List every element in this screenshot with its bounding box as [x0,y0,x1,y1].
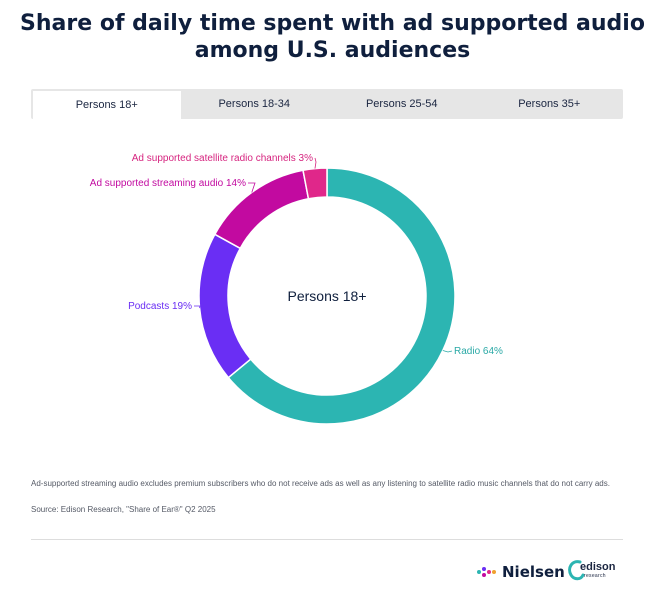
slice-satellite-radio[interactable] [302,167,328,200]
donut-chart: Radio 64% Podcasts 19% Ad supported stream… [90,153,503,425]
leader-line-podcasts [194,305,201,309]
tab-persons-25-54[interactable]: Persons 25-54 [365,98,438,110]
data-label-podcasts: Podcasts 19% [128,301,192,312]
data-label-satellite-radio: Ad supported satellite radio channels 3% [132,153,313,164]
slice-radio[interactable] [227,167,456,425]
divider [31,539,623,540]
chart-title: Share of daily time spent with ad suppor… [20,11,645,63]
tab-persons-35-plus[interactable]: Persons 35+ [518,98,581,110]
leader-line-satellite-radio [314,157,317,169]
center-label: Persons 18+ [288,288,367,304]
edison-swirl-icon [568,560,585,581]
tab-persons-18-plus[interactable]: Persons 18+ [33,91,181,119]
slice-podcasts[interactable] [198,233,252,379]
source-note: Source: Edison Research, "Share of Ear®"… [31,505,216,514]
leader-line-radio [442,350,453,353]
audience-tabs: Persons 18+ Persons 18-34 Persons 25-54 … [31,89,623,119]
footnote: Ad-supported streaming audio excludes pr… [31,479,610,488]
leader-line-streaming-audio [248,182,256,193]
nielsen-logo: Nielsen [476,563,565,581]
tab-persons-18-34[interactable]: Persons 18-34 [218,98,291,110]
edison-wordmark: edison [580,561,616,573]
edison-subtitle: research [584,573,606,579]
data-label-streaming-audio: Ad supported streaming audio 14% [90,178,246,189]
edison-logo: edison research [566,558,626,584]
nielsen-wordmark: Nielsen [502,563,565,581]
data-label-radio: Radio 64% [454,346,503,357]
nielsen-dots-icon [477,567,496,577]
